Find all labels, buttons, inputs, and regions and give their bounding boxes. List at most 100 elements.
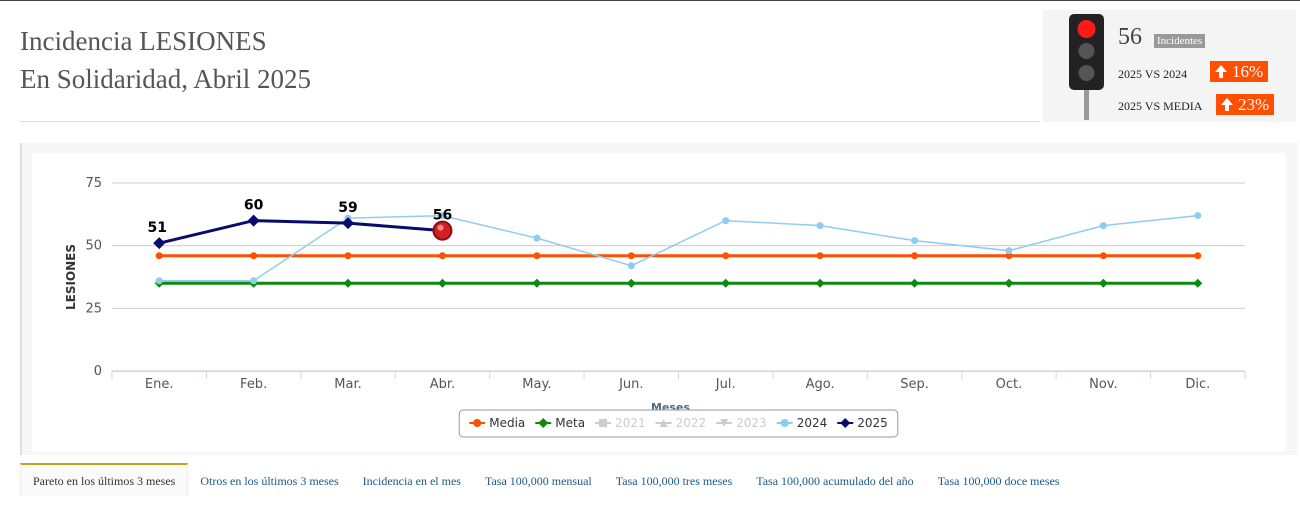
point xyxy=(247,214,260,227)
highlight-shine xyxy=(437,224,444,231)
point xyxy=(627,252,635,260)
comparison-value: 23% xyxy=(1216,94,1275,115)
y-tick-label: 75 xyxy=(85,176,102,191)
point xyxy=(155,252,163,260)
comparison-value: 16% xyxy=(1210,61,1269,82)
point xyxy=(532,278,542,288)
point xyxy=(816,252,824,260)
comparison-text: 16% xyxy=(1232,62,1264,81)
point xyxy=(438,212,446,220)
x-tick-label: Mar. xyxy=(334,377,361,392)
point xyxy=(815,278,825,288)
point xyxy=(1193,278,1203,288)
data-label: 59 xyxy=(338,200,357,216)
tabs: Pareto en los últimos 3 meses Otros en lo… xyxy=(20,463,1071,496)
point xyxy=(250,252,258,260)
tab[interactable]: Tasa 100,000 acumulado del año xyxy=(756,474,914,488)
legend-marker xyxy=(659,419,668,427)
tab[interactable]: Incidencia en el mes xyxy=(362,474,461,488)
chart: 0 25 50 75 Ene. Feb. Mar. Abr. May. Jun. Jul. Ago. S… xyxy=(32,153,1286,452)
x-tick-label: Oct. xyxy=(996,377,1023,392)
comparison-label: 2025 VS 2024 xyxy=(1118,67,1188,81)
point xyxy=(1099,222,1107,230)
x-tick-label: Nov. xyxy=(1089,377,1118,392)
series-line xyxy=(158,219,443,245)
divider xyxy=(20,121,1040,122)
point xyxy=(155,277,163,285)
legend-label: 2025 xyxy=(857,416,888,430)
point xyxy=(910,278,920,288)
top-border xyxy=(0,0,1300,1)
up-arrow xyxy=(1221,98,1233,111)
point xyxy=(1099,252,1107,260)
data-label: 51 xyxy=(147,220,166,236)
point xyxy=(1004,278,1014,288)
tab[interactable]: Otros en los últimos 3 meses xyxy=(200,474,339,488)
traffic-light xyxy=(1069,14,1104,120)
comparison-label: 2025 VS MEDIA xyxy=(1118,99,1203,113)
legend-label: 2023 xyxy=(736,416,767,430)
point xyxy=(722,252,730,260)
point xyxy=(1005,247,1013,255)
comparison-text: 23% xyxy=(1238,95,1270,114)
series-line xyxy=(159,214,1198,282)
x-tick-label: Abr. xyxy=(430,377,455,392)
point xyxy=(343,278,353,288)
point xyxy=(627,262,635,270)
point xyxy=(722,217,730,225)
y-tick-label: 50 xyxy=(85,239,102,254)
y-tick-label: 0 xyxy=(94,364,102,379)
legend-marker xyxy=(840,418,851,428)
point xyxy=(816,222,824,230)
legend-box xyxy=(458,409,899,438)
point xyxy=(1194,212,1202,220)
legend: Media Meta 2021 2022 2023 2024 2025 xyxy=(458,409,899,438)
legend-label: Media xyxy=(489,416,525,430)
point xyxy=(1098,278,1108,288)
legend-marker xyxy=(780,419,789,427)
point xyxy=(437,278,447,288)
point xyxy=(911,237,919,245)
tab[interactable]: Tasa 100,000 doce meses xyxy=(937,474,1060,488)
legend-marker xyxy=(473,419,482,427)
tab[interactable]: Tasa 100,000 tres meses xyxy=(615,474,733,488)
x-tick-label: Ago. xyxy=(806,377,835,392)
tab[interactable]: Pareto en los últimos 3 meses xyxy=(20,463,189,496)
badge: Incidentes xyxy=(1154,34,1206,48)
point xyxy=(342,217,355,230)
y-axis-label: LESIONES xyxy=(64,244,78,310)
tab[interactable]: Tasa 100,000 mensual xyxy=(484,474,592,488)
point xyxy=(533,234,541,242)
point xyxy=(721,278,731,288)
point xyxy=(153,237,166,250)
x-tick-label: Jul. xyxy=(715,377,736,392)
point xyxy=(344,252,352,260)
x-tick-label: Sep. xyxy=(900,377,929,392)
legend-marker xyxy=(599,419,608,427)
point xyxy=(1005,252,1013,260)
point xyxy=(1194,252,1202,260)
page-subtitle: En Solidaridad, Abril 2025 xyxy=(20,64,311,94)
point xyxy=(438,252,446,260)
point xyxy=(250,277,258,285)
legend-label: 2024 xyxy=(797,416,828,430)
legend-label: Meta xyxy=(555,416,585,430)
highlight-marker xyxy=(432,220,453,241)
indicator: 56 Incidentes 2025 VS 2024 16% 2025 VS M… xyxy=(1043,10,1296,122)
page-title: Incidencia LESIONES xyxy=(20,26,267,56)
x-tick-label: Jun. xyxy=(618,377,643,392)
incident-count: 56 xyxy=(1118,24,1142,50)
data-label: 60 xyxy=(244,198,264,214)
up-arrow xyxy=(1215,65,1227,78)
chart-card xyxy=(32,153,1286,452)
point xyxy=(533,252,541,260)
legend-marker xyxy=(720,419,729,427)
legend-label: 2022 xyxy=(676,416,707,430)
y-tick-label: 25 xyxy=(85,301,102,316)
point xyxy=(626,278,636,288)
x-tick-label: Feb. xyxy=(240,377,267,392)
legend-marker xyxy=(538,418,549,428)
point xyxy=(911,252,919,260)
legend-label: 2021 xyxy=(615,416,646,430)
